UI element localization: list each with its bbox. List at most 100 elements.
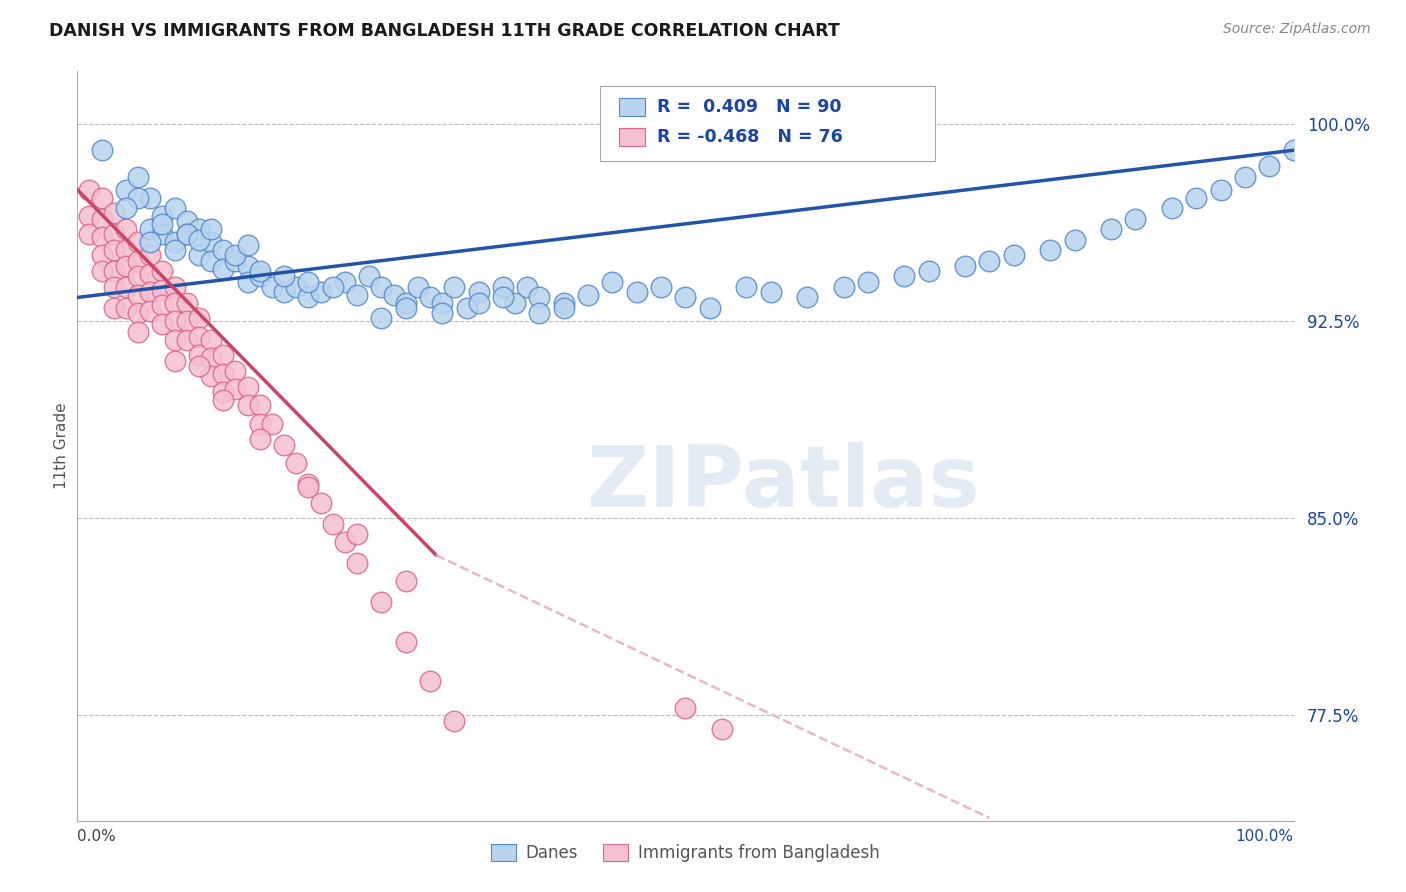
Point	[1161, 201, 1184, 215]
Point	[127, 169, 149, 184]
Point	[675, 290, 697, 304]
Point	[103, 206, 125, 220]
Point	[249, 264, 271, 278]
Point	[1125, 211, 1147, 226]
Point	[103, 227, 125, 242]
Point	[163, 353, 186, 368]
Point	[127, 306, 149, 320]
Point	[127, 190, 149, 204]
Point	[200, 369, 222, 384]
Point	[103, 243, 125, 257]
Point	[370, 311, 392, 326]
Point	[467, 295, 489, 310]
Point	[152, 317, 174, 331]
Point	[516, 280, 538, 294]
Point	[212, 367, 235, 381]
Point	[90, 211, 112, 226]
Point	[163, 243, 186, 257]
Text: Source: ZipAtlas.com: Source: ZipAtlas.com	[1223, 22, 1371, 37]
Point	[212, 348, 235, 362]
Point	[576, 288, 599, 302]
Point	[176, 295, 198, 310]
Point	[503, 295, 526, 310]
Point	[1063, 233, 1085, 247]
Point	[90, 190, 112, 204]
Point	[200, 222, 222, 236]
Point	[322, 516, 344, 531]
Point	[163, 314, 186, 328]
Point	[856, 275, 879, 289]
Point	[103, 280, 125, 294]
Point	[699, 301, 721, 315]
Point	[127, 325, 149, 339]
Point	[346, 288, 368, 302]
Point	[456, 301, 478, 315]
Point	[297, 477, 319, 491]
Point	[224, 253, 246, 268]
Point	[90, 264, 112, 278]
Point	[224, 364, 246, 378]
Text: 100.0%: 100.0%	[1236, 829, 1294, 844]
Point	[152, 264, 174, 278]
Point	[200, 253, 222, 268]
Text: 0.0%: 0.0%	[77, 829, 117, 844]
Text: DANISH VS IMMIGRANTS FROM BANGLADESH 11TH GRADE CORRELATION CHART: DANISH VS IMMIGRANTS FROM BANGLADESH 11T…	[49, 22, 839, 40]
Point	[1233, 169, 1256, 184]
Point	[273, 285, 295, 300]
Point	[188, 359, 211, 373]
Point	[796, 290, 818, 304]
Point	[127, 288, 149, 302]
Point	[419, 290, 441, 304]
Point	[163, 235, 186, 250]
Point	[212, 385, 235, 400]
Point	[602, 275, 624, 289]
Point	[127, 235, 149, 250]
Point	[710, 722, 733, 736]
Point	[139, 285, 162, 300]
Point	[333, 275, 356, 289]
Point	[249, 417, 271, 431]
Point	[406, 280, 429, 294]
Text: R = -0.468   N = 76: R = -0.468 N = 76	[658, 128, 844, 145]
Point	[79, 227, 101, 242]
Point	[419, 674, 441, 689]
Point	[90, 230, 112, 244]
Point	[139, 248, 162, 262]
Point	[1099, 222, 1122, 236]
Point	[675, 700, 697, 714]
Point	[152, 227, 174, 242]
Point	[285, 280, 308, 294]
Point	[370, 595, 392, 609]
Point	[236, 380, 259, 394]
Point	[115, 280, 138, 294]
Point	[918, 264, 941, 278]
Point	[115, 259, 138, 273]
Point	[1002, 248, 1025, 262]
Point	[163, 295, 186, 310]
Point	[115, 222, 138, 236]
Point	[127, 253, 149, 268]
Point	[297, 275, 319, 289]
Point	[224, 248, 246, 262]
Point	[152, 298, 174, 312]
Point	[139, 267, 162, 281]
Point	[1039, 243, 1062, 257]
Point	[832, 280, 855, 294]
Text: ZIPatlas: ZIPatlas	[586, 442, 980, 525]
Point	[953, 259, 976, 273]
Point	[236, 398, 259, 412]
Point	[200, 333, 222, 347]
Point	[346, 527, 368, 541]
Point	[382, 288, 405, 302]
Point	[285, 456, 308, 470]
Point	[200, 235, 222, 250]
Point	[430, 306, 453, 320]
Point	[115, 243, 138, 257]
Point	[188, 248, 211, 262]
Point	[467, 285, 489, 300]
Point	[115, 301, 138, 315]
Point	[127, 269, 149, 284]
Point	[139, 235, 162, 250]
Point	[359, 269, 381, 284]
Point	[200, 351, 222, 365]
